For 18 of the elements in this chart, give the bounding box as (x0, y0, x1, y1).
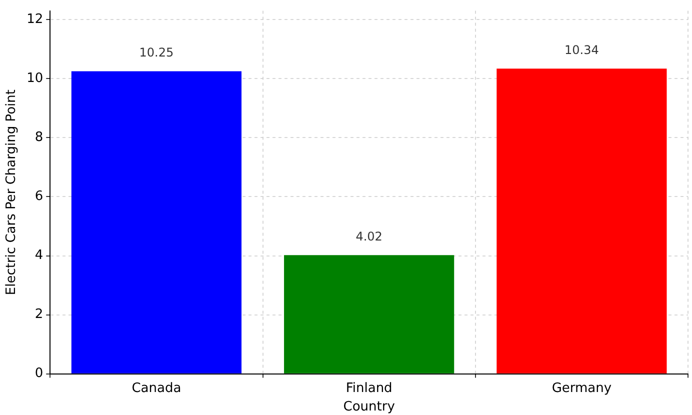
x-tick-label: Canada (132, 380, 182, 396)
data-label: 4.02 (356, 229, 382, 244)
y-tick-label: 8 (34, 130, 44, 146)
x-axis-title: Country (343, 400, 396, 415)
y-tick-label: 12 (26, 12, 44, 28)
y-tick-label: 4 (34, 248, 44, 264)
data-label: 10.25 (139, 45, 174, 60)
x-tick-label: Finland (346, 380, 392, 396)
y-tick-label: 10 (26, 71, 44, 86)
bar (71, 71, 242, 374)
bar (496, 68, 667, 374)
y-tick-label: 2 (34, 307, 44, 322)
bar (284, 255, 454, 374)
x-tick-label: Germany (552, 380, 612, 396)
y-tick-label: 6 (34, 189, 44, 204)
data-label: 10.34 (564, 42, 599, 57)
y-tick-label: 0 (34, 366, 44, 382)
y-axis-title: Electric Cars Per Charging Point (4, 89, 20, 296)
